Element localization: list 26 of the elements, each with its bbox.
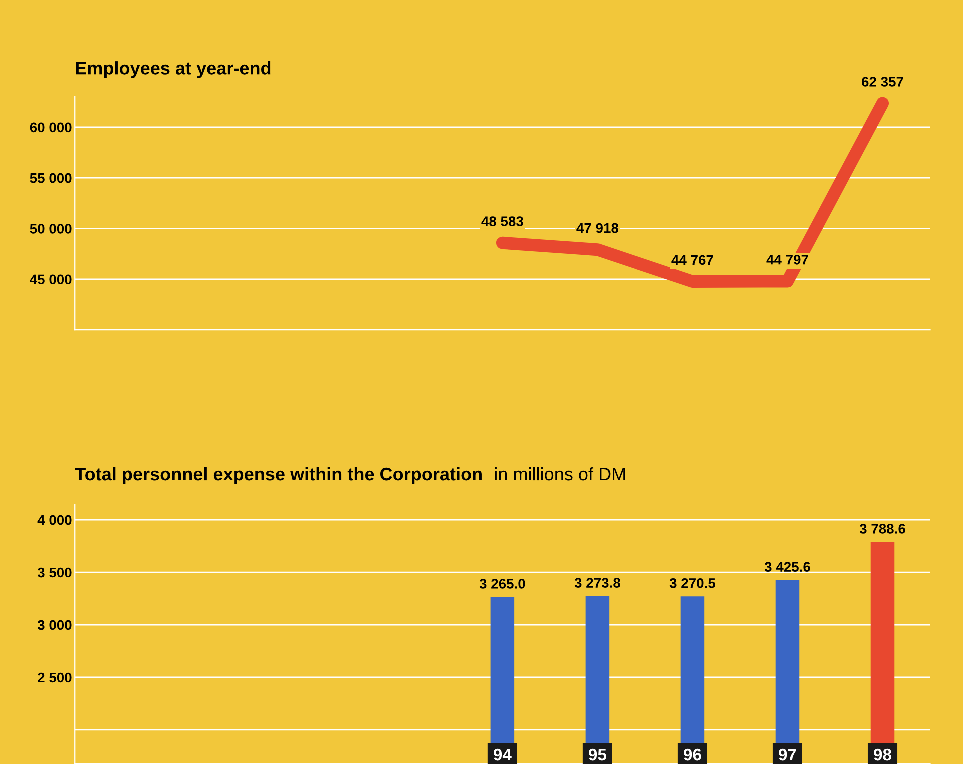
x-tick-label: 98 — [874, 748, 892, 761]
text: 62 357 — [862, 77, 904, 87]
data-label: 3 273.8 — [574, 578, 620, 588]
text: 44 797 — [766, 254, 808, 265]
chart-subtitle: in millions of DM — [495, 467, 626, 481]
y-tick-label: 3 000 — [38, 620, 72, 630]
y-tick-label: 3 500 — [38, 568, 72, 578]
data-label: 3 788.6 — [860, 524, 906, 534]
x-tick-label: 96 — [684, 748, 702, 761]
y-tick-label: 2 500 — [38, 672, 72, 683]
x-tick-label: 94 — [494, 748, 512, 761]
y-tick-label: 50 000 — [30, 224, 72, 234]
y-tick-label: 4 000 — [38, 515, 72, 526]
text: 44 767 — [672, 255, 714, 266]
y-tick-label: 60 000 — [30, 122, 72, 133]
y-tick-label: 55 000 — [30, 173, 72, 184]
chart-title: Total personnel expense within the Corporation — [75, 467, 482, 484]
chart-title: Employees at year-end — [76, 62, 271, 78]
text: 48 583 — [482, 216, 524, 226]
x-tick-label: 97 — [779, 748, 796, 761]
data-label: 3 265.0 — [480, 579, 526, 589]
data-label: 3 270.5 — [670, 578, 716, 588]
text: 47 918 — [576, 223, 619, 234]
x-tick-label: 95 — [589, 748, 607, 761]
y-tick-label: 45 000 — [30, 274, 72, 285]
data-label: 3 425.6 — [764, 562, 810, 572]
